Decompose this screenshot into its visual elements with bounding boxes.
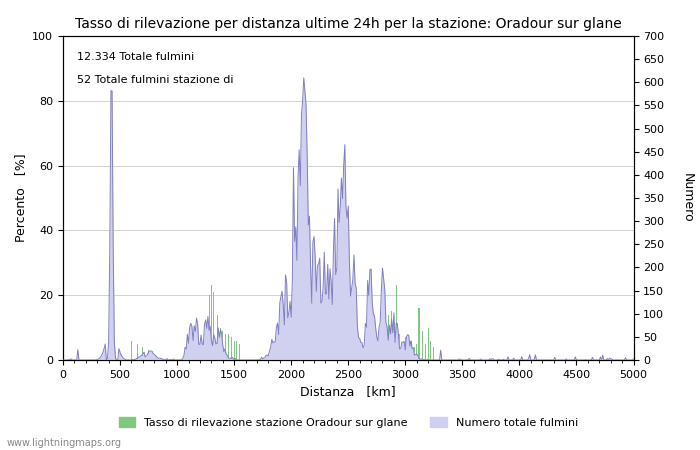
Y-axis label: Numero: Numero: [681, 173, 694, 223]
Bar: [430, 341, 431, 360]
Text: 12.334 Totale fulmini: 12.334 Totale fulmini: [77, 52, 195, 62]
Bar: [416, 344, 417, 360]
Bar: [222, 331, 223, 360]
Bar: [410, 341, 412, 360]
Bar: [220, 328, 221, 360]
Bar: [359, 347, 360, 360]
Text: 52 Totale fulmini stazione di: 52 Totale fulmini stazione di: [77, 75, 234, 85]
Bar: [393, 318, 394, 360]
Bar: [422, 331, 423, 360]
Bar: [384, 334, 385, 360]
Bar: [402, 344, 403, 360]
Bar: [236, 341, 237, 360]
Bar: [136, 344, 138, 360]
Text: www.lightningmaps.org: www.lightningmaps.org: [7, 438, 122, 448]
Title: Tasso di rilevazione per distanza ultime 24h per la stazione: Oradour sur glane: Tasso di rilevazione per distanza ultime…: [75, 17, 622, 31]
Bar: [199, 347, 200, 360]
Bar: [194, 347, 195, 360]
Bar: [142, 347, 144, 360]
Bar: [391, 311, 392, 360]
X-axis label: Distanza   [km]: Distanza [km]: [300, 385, 396, 398]
Legend: Tasso di rilevazione stazione Oradour sur glane, Numero totale fulmini: Tasso di rilevazione stazione Oradour su…: [114, 413, 582, 432]
Bar: [382, 338, 383, 360]
Bar: [414, 347, 415, 360]
Bar: [213, 292, 214, 360]
Bar: [239, 344, 240, 360]
Bar: [216, 315, 218, 360]
Bar: [148, 350, 149, 360]
Bar: [211, 285, 212, 360]
Bar: [399, 334, 400, 360]
Bar: [433, 347, 434, 360]
Bar: [407, 344, 408, 360]
Bar: [405, 338, 406, 360]
Bar: [357, 350, 358, 360]
Bar: [395, 285, 397, 360]
Bar: [350, 350, 351, 360]
Bar: [188, 344, 189, 360]
Bar: [131, 341, 132, 360]
Y-axis label: Percento   [%]: Percento [%]: [14, 154, 27, 242]
Bar: [228, 334, 229, 360]
